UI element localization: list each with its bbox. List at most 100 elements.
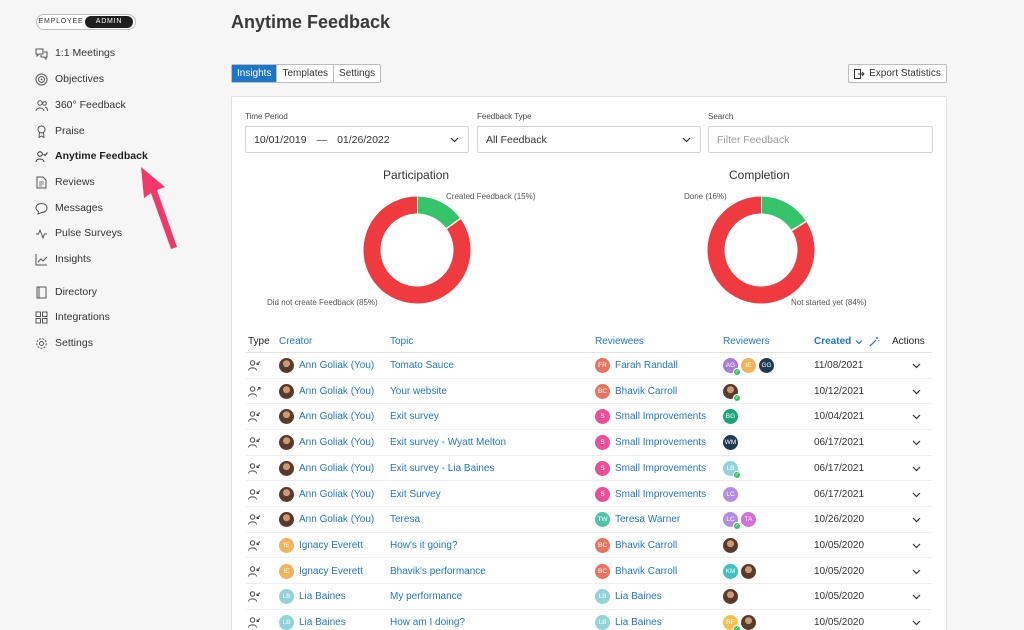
creator-cell[interactable]: IE Ignacy Everett [279, 559, 363, 584]
sidebar-item-praise[interactable]: Praise [34, 122, 85, 140]
table-row[interactable]: Ann Goliak (You) Tomato Sauce FR Farah Rand… [246, 353, 932, 379]
table-row[interactable]: IE Ignacy Everett Bhavik's performance BC Bh… [246, 559, 932, 585]
topic-link[interactable]: Exit survey - Lia Baines [390, 462, 495, 474]
feedback-received-icon [248, 488, 261, 500]
feedback-received-icon [248, 565, 261, 577]
role-admin[interactable]: ADMIN [85, 16, 133, 28]
row-actions-toggle[interactable] [912, 507, 921, 532]
reviewee-cell[interactable]: S Small Improvements [595, 456, 706, 481]
avatar: LB [595, 615, 610, 630]
sidebar-item-360-feedback[interactable]: 360° Feedback [34, 96, 126, 114]
sidebar-item-settings[interactable]: Settings [34, 334, 93, 352]
reviewee-cell[interactable]: LB Lia Baines [595, 584, 662, 609]
table-row[interactable]: Ann Goliak (You) Exit Survey S Small Improv… [246, 482, 932, 508]
sidebar-item-anytime-feedback[interactable]: Anytime Feedback [34, 147, 148, 165]
row-actions-toggle[interactable] [912, 584, 921, 609]
table-row[interactable]: IE Ignacy Everett How's it going? BC Bhavik … [246, 533, 932, 559]
creator-name: Ignacy Everett [299, 565, 363, 577]
topic-link[interactable]: Exit survey - Wyatt Melton [390, 437, 507, 449]
date-range-field[interactable]: 10/01/2019 — 01/26/2022 [245, 126, 469, 153]
topic-link[interactable]: Your website [390, 385, 447, 397]
reviewee-cell[interactable]: FR Farah Randall [595, 353, 678, 378]
reviewee-cell[interactable]: BC Bhavik Carroll [595, 379, 677, 404]
table-row[interactable]: Ann Goliak (You) Exit survey S Small Improv… [246, 404, 932, 430]
sidebar-item-objectives[interactable]: Objectives [34, 70, 104, 88]
export-statistics-button[interactable]: Export Statistics [848, 64, 947, 83]
role-toggle[interactable]: EMPLOYEE ADMIN [36, 14, 136, 30]
col-type: Type [248, 336, 270, 347]
table-row[interactable]: LB Lia Baines My performance LB Lia Baines 10… [246, 584, 932, 610]
topic-link[interactable]: How's it going? [390, 539, 458, 551]
table-row[interactable]: Ann Goliak (You) Exit survey - Wyatt Melt… [246, 430, 932, 456]
sidebar-item-insights[interactable]: Insights [34, 250, 91, 268]
reviewee-cell[interactable]: LB Lia Baines [595, 610, 662, 630]
row-actions-toggle[interactable] [912, 482, 921, 507]
search-input[interactable]: Filter Feedback [708, 126, 933, 153]
role-employee[interactable]: EMPLOYEE [38, 18, 84, 25]
reviewee-cell[interactable]: BC Bhavik Carroll [595, 559, 677, 584]
topic-link[interactable]: My performance [390, 591, 463, 603]
reviewee-cell[interactable]: TW Teresa Warner [595, 507, 680, 532]
table-row[interactable]: Ann Goliak (You) Exit survey - Lia Baines… [246, 456, 932, 482]
reviewee-name: Bhavik Carroll [615, 539, 678, 551]
creator-cell[interactable]: Ann Goliak (You) [279, 404, 374, 429]
row-actions-toggle[interactable] [912, 559, 921, 584]
reviewee-name: Lia Baines [615, 617, 662, 628]
row-actions-toggle[interactable] [912, 610, 921, 630]
topic-link[interactable]: How am I doing? [390, 617, 466, 628]
col-created[interactable]: Created [814, 336, 880, 347]
creator-name: Ann Goliak (You) [299, 385, 375, 397]
sidebar-item-integrations[interactable]: Integrations [34, 308, 110, 326]
creator-cell[interactable]: Ann Goliak (You) [279, 456, 374, 481]
tab-settings[interactable]: Settings [339, 68, 376, 79]
row-actions-toggle[interactable] [912, 404, 921, 429]
reviewee-cell[interactable]: S Small Improvements [595, 482, 706, 507]
created-date: 06/17/2021 [814, 437, 865, 449]
topic-link[interactable]: Tomato Sauce [390, 360, 454, 371]
topic-link[interactable]: Exit survey [390, 411, 439, 423]
reviewee-cell[interactable]: S Small Improvements [595, 430, 706, 455]
sidebar-item-label: Praise [55, 125, 85, 137]
table-row[interactable]: Ann Goliak (You) Teresa TW Teresa Warner LC ✓… [246, 507, 932, 533]
sidebar-item-messages[interactable]: Messages [34, 199, 103, 217]
topic-link[interactable]: Exit Survey [390, 488, 441, 500]
row-actions-toggle[interactable] [912, 456, 921, 481]
row-actions-toggle[interactable] [912, 353, 921, 378]
feedback-received-icon [248, 411, 261, 423]
row-actions-toggle[interactable] [912, 533, 921, 558]
creator-cell[interactable]: IE Ignacy Everett [279, 533, 363, 558]
feedback-received-icon [248, 591, 261, 602]
row-actions-toggle[interactable] [912, 379, 921, 404]
sidebar-item-pulse-surveys[interactable]: Pulse Surveys [34, 224, 122, 242]
creator-cell[interactable]: Ann Goliak (You) [279, 430, 374, 455]
table-row[interactable]: LB Lia Baines How am I doing? LB Lia Baines R… [246, 610, 932, 630]
reviewers-cell: RF ✓ [723, 610, 759, 630]
feedback-type-select[interactable]: All Feedback [477, 126, 701, 153]
sidebar-item-1-1-meetings[interactable]: 1:1 Meetings [34, 44, 115, 62]
topic-link[interactable]: Bhavik's performance [390, 565, 486, 577]
creator-cell[interactable]: Ann Goliak (You) [279, 379, 374, 404]
tab-insights[interactable]: Insights [232, 65, 278, 82]
creator-name: Ann Goliak (You) [299, 462, 375, 474]
type-cell [248, 404, 261, 429]
col-topic[interactable]: Topic [390, 336, 414, 347]
avatar: LC ✓ [723, 512, 741, 531]
sidebar-item-directory[interactable]: Directory [34, 283, 97, 301]
topic-link[interactable]: Teresa [390, 514, 421, 526]
col-reviewees[interactable]: Reviewees [595, 336, 644, 347]
creator-cell[interactable]: Ann Goliak (You) [279, 507, 374, 532]
reviewee-cell[interactable]: S Small Improvements [595, 404, 706, 429]
table-row[interactable]: Ann Goliak (You) Your website BC Bhavik Car… [246, 379, 932, 405]
reviewee-cell[interactable]: BC Bhavik Carroll [595, 533, 677, 558]
col-creator[interactable]: Creator [279, 336, 313, 347]
chevron-down-icon [912, 620, 921, 626]
creator-cell[interactable]: Ann Goliak (You) [279, 353, 374, 378]
col-reviewers[interactable]: Reviewers [723, 336, 770, 347]
tab-templates[interactable]: Templates [277, 65, 335, 82]
sidebar-item-reviews[interactable]: Reviews [34, 173, 95, 191]
magic-wand-icon[interactable] [869, 336, 880, 347]
creator-cell[interactable]: LB Lia Baines [279, 610, 346, 630]
row-actions-toggle[interactable] [912, 430, 921, 455]
creator-cell[interactable]: Ann Goliak (You) [279, 482, 374, 507]
creator-cell[interactable]: LB Lia Baines [279, 584, 346, 609]
